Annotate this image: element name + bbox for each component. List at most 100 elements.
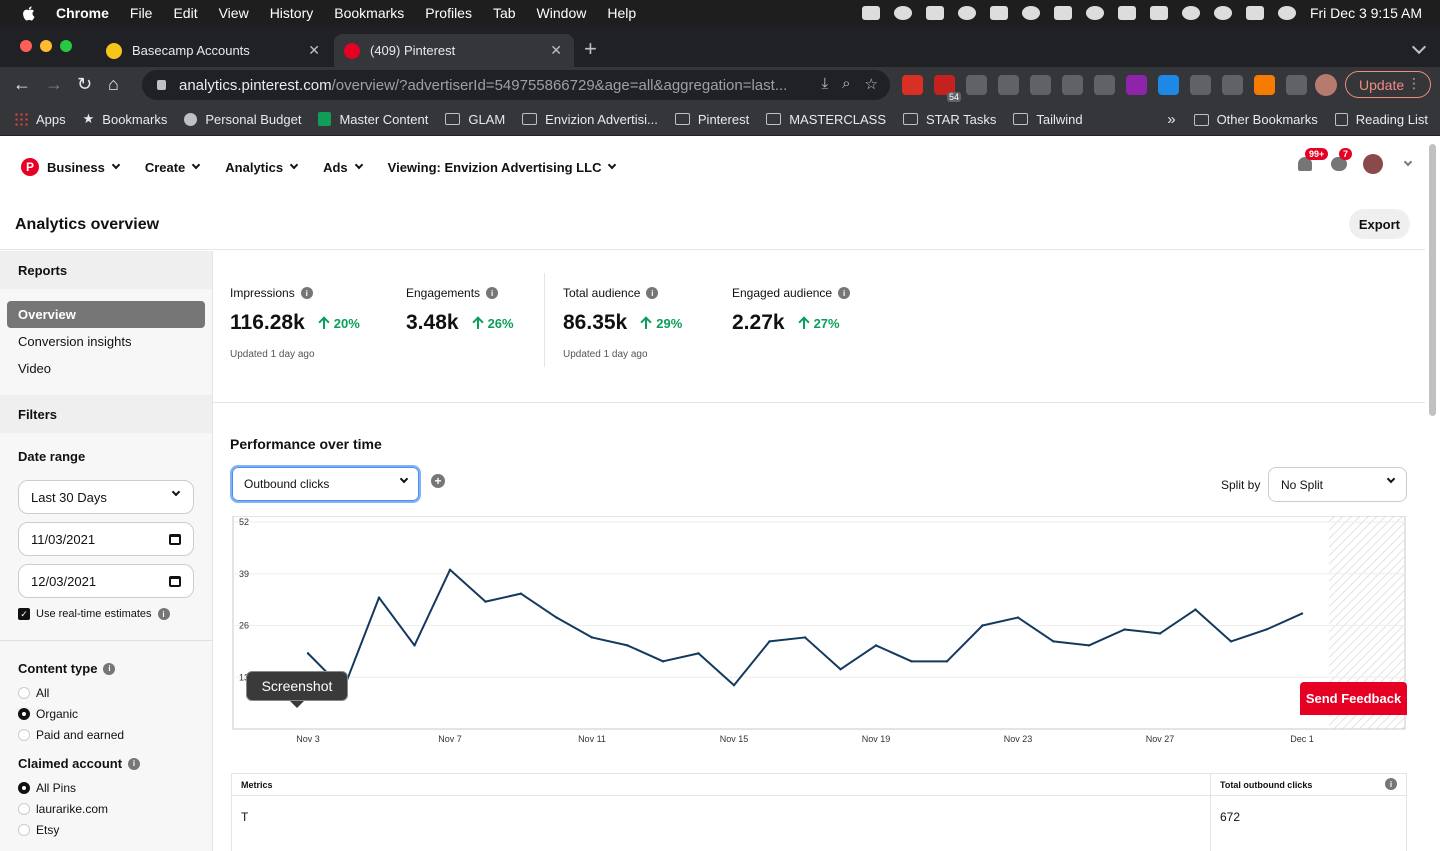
apple-logo-icon[interactable] (20, 4, 38, 22)
menu-app-name[interactable]: Chrome (56, 4, 109, 21)
bookmark-personal-budget[interactable]: Personal Budget (184, 112, 301, 127)
tab-search-chevron-icon[interactable] (1411, 39, 1427, 55)
info-icon[interactable]: i (300, 287, 313, 299)
realtime-estimates-label[interactable]: Use real-time estimates (36, 608, 152, 620)
nav-ads[interactable]: Ads (323, 160, 363, 175)
report-link-conversion-insights[interactable]: Conversion insights (18, 334, 132, 349)
menu-profiles[interactable]: Profiles (425, 4, 472, 21)
tab-close-icon[interactable]: ✕ (308, 42, 320, 58)
window-minimize-button[interactable] (40, 40, 52, 52)
battery-status-icon[interactable] (1149, 5, 1168, 20)
split-by-select[interactable]: No Split (1268, 467, 1407, 502)
radio-button-selected[interactable] (18, 707, 30, 720)
info-icon[interactable]: i (1385, 778, 1397, 790)
siri-icon[interactable] (1277, 5, 1296, 20)
moon-status-icon[interactable] (1085, 5, 1104, 20)
forward-button[interactable]: → (45, 74, 63, 94)
extension-w-icon[interactable] (1126, 75, 1147, 95)
tab-close-icon[interactable]: ✕ (550, 42, 562, 58)
extension-calendar-icon[interactable]: 54 (934, 75, 961, 102)
info-icon[interactable]: i (157, 608, 170, 620)
home-button[interactable]: ⌂ (108, 74, 119, 94)
tab-basecamp[interactable]: Basecamp Accounts ✕ (96, 34, 332, 67)
chrome-profile-avatar[interactable] (1315, 74, 1337, 96)
bookmarks-overflow-chevron-icon[interactable]: » (1167, 111, 1176, 128)
malwarebytes-status-icon[interactable] (1053, 5, 1072, 20)
extension-analytics-icon[interactable] (1254, 75, 1275, 95)
start-date-field[interactable]: 11/03/2021 (18, 522, 194, 556)
calendar-icon[interactable] (169, 534, 181, 545)
wifi-status-icon[interactable] (1181, 5, 1200, 20)
nav-business[interactable]: Business (47, 160, 121, 175)
drive-status-icon[interactable] (925, 5, 944, 20)
calendar-icon[interactable] (169, 576, 181, 587)
pinterest-logo-icon[interactable]: P (21, 158, 39, 176)
radio-button-selected[interactable] (18, 781, 30, 794)
new-tab-button[interactable]: + (584, 36, 597, 61)
date-range-select[interactable]: Last 30 Days (18, 480, 194, 514)
menu-window[interactable]: Window (536, 4, 587, 21)
bookmark-bookmarks[interactable]: ★ Bookmarks (83, 111, 168, 127)
page-scrollbar[interactable] (1429, 144, 1436, 416)
window-close-button[interactable] (20, 40, 32, 52)
chrome-update-button[interactable]: Update ⋮ (1345, 71, 1431, 98)
extension-tb-icon[interactable] (1190, 75, 1211, 95)
realtime-estimates-checkbox[interactable]: ✓ (18, 608, 30, 620)
menu-file[interactable]: File (129, 4, 153, 21)
bookmark-pinterest[interactable]: Pinterest (674, 112, 749, 127)
menu-tab[interactable]: Tab (492, 4, 516, 21)
menu-bookmarks[interactable]: Bookmarks (334, 4, 405, 21)
column-header-total[interactable]: Total outbound clicks (1220, 780, 1313, 790)
column-header-metrics[interactable]: Metrics (241, 780, 273, 790)
extensions-puzzle-icon[interactable] (1286, 75, 1307, 95)
extension-power-icon[interactable] (1222, 75, 1243, 95)
send-feedback-button[interactable]: Send Feedback (1300, 682, 1407, 715)
asterisk-status-icon[interactable] (893, 5, 912, 20)
window-zoom-button[interactable] (60, 40, 72, 52)
menu-view[interactable]: View (218, 4, 249, 21)
end-date-field[interactable]: 12/03/2021 (18, 564, 194, 598)
add-metric-plus-icon[interactable]: + (431, 474, 445, 488)
export-button[interactable]: Export (1348, 209, 1410, 239)
reload-button[interactable]: ↻ (77, 74, 93, 94)
info-icon[interactable]: i (646, 287, 659, 299)
extension-feather-icon[interactable] (1158, 75, 1179, 95)
extension-arrow-icon[interactable] (1094, 75, 1115, 95)
extension-code-icon[interactable] (1030, 75, 1051, 95)
address-bar[interactable]: analytics.pinterest.com /overview/?adver… (142, 70, 890, 100)
notifications-bell-icon[interactable]: 99+ (1295, 148, 1329, 174)
menu-edit[interactable]: Edit (173, 4, 198, 21)
content-type-all[interactable]: All (0, 682, 212, 703)
extension-print-icon[interactable] (1062, 75, 1083, 95)
report-link-overview[interactable]: Overview (7, 301, 205, 328)
content-type-organic[interactable]: Organic (0, 703, 212, 724)
zoom-status-icon[interactable] (861, 5, 880, 20)
tab-pinterest[interactable]: (409) Pinterest ✕ (334, 34, 574, 67)
bookmark-glam[interactable]: GLAM (445, 112, 505, 127)
account-avatar[interactable] (1363, 154, 1383, 174)
extension-lastpass-icon[interactable] (902, 75, 923, 95)
back-button[interactable]: ← (13, 74, 31, 94)
menu-help[interactable]: Help (607, 4, 637, 21)
radio-button[interactable] (18, 686, 30, 699)
radio-button[interactable] (18, 802, 30, 815)
bookmark-apps[interactable]: Apps (14, 112, 66, 127)
report-link-video[interactable]: Video (18, 361, 52, 376)
more-status-icon[interactable] (989, 5, 1008, 20)
bookmark-star-icon[interactable]: ☆ (864, 76, 878, 93)
messages-icon[interactable]: 7 (1329, 148, 1353, 174)
info-icon[interactable]: i (486, 287, 499, 299)
extension-globe-icon[interactable] (998, 75, 1019, 95)
menu-history[interactable]: History (269, 4, 314, 21)
radio-button[interactable] (18, 728, 30, 741)
content-type-paid[interactable]: Paid and earned (0, 724, 212, 745)
nav-viewing-account[interactable]: Viewing: Envizion Advertising LLC (388, 160, 617, 175)
control-center-icon[interactable] (1245, 5, 1264, 20)
mute-status-icon[interactable] (1117, 5, 1136, 20)
claimed-account-all-pins[interactable]: All Pins (0, 777, 212, 798)
download-icon[interactable]: ⤓ (821, 75, 829, 92)
bookmark-other-bookmarks[interactable]: Other Bookmarks (1193, 112, 1318, 127)
bookmark-envizion[interactable]: Envizion Advertisi... (522, 112, 658, 127)
claimed-account-etsy[interactable]: Etsy (0, 819, 212, 840)
extension-hubspot-icon[interactable] (966, 75, 987, 95)
